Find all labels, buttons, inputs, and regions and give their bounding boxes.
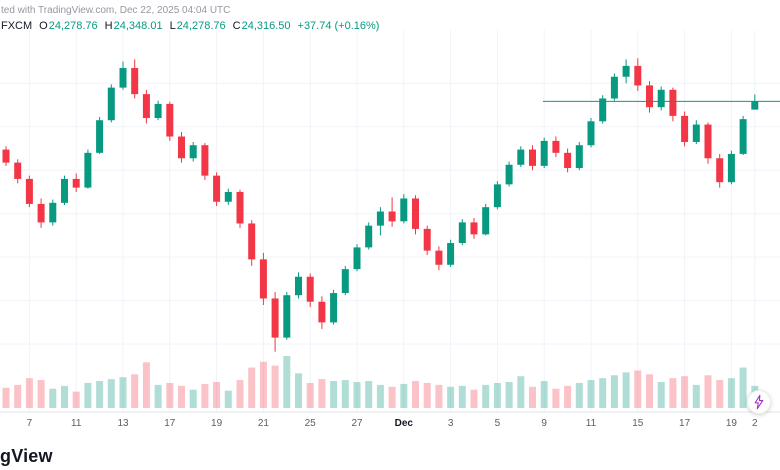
high-value: 24,348.01 [113, 20, 163, 32]
svg-text:13: 13 [117, 418, 129, 429]
ohlc-open: O24,278.76 [39, 20, 98, 32]
price-change: +37.74 (+0.16%) [297, 20, 380, 32]
attribution-text: ted with TradingView.com, Dec 22, 2025 0… [1, 5, 231, 16]
open-value: 24,278.76 [48, 20, 98, 32]
close-label: C [232, 20, 241, 32]
close-value: 24,316.50 [241, 20, 291, 32]
low-value: 24,278.76 [176, 20, 226, 32]
svg-text:11: 11 [71, 418, 82, 429]
ohlc-low: L24,278.76 [170, 20, 226, 32]
svg-text:7: 7 [27, 418, 33, 429]
ohlc-high: H24,348.01 [105, 20, 163, 32]
symbol-legend[interactable]: FXCM O24,278.76 H24,348.01 L24,278.76 C2… [1, 20, 379, 32]
symbol-name: FXCM [1, 20, 33, 32]
low-label: L [169, 20, 176, 32]
ohlc-close: C24,316.50 [233, 20, 291, 32]
svg-text:3: 3 [448, 418, 454, 429]
lightning-bolt-icon [754, 394, 764, 410]
flash-button[interactable] [747, 390, 771, 414]
svg-text:19: 19 [211, 418, 223, 429]
svg-text:5: 5 [495, 418, 501, 429]
svg-text:21: 21 [258, 418, 270, 429]
svg-text:11: 11 [586, 418, 597, 429]
open-label: O [39, 20, 48, 32]
svg-text:15: 15 [632, 418, 644, 429]
svg-text:2: 2 [752, 418, 758, 429]
svg-text:17: 17 [679, 418, 691, 429]
svg-text:Dec: Dec [395, 418, 414, 429]
tradingview-watermark[interactable]: gView [0, 446, 53, 466]
svg-text:27: 27 [351, 418, 363, 429]
high-label: H [104, 20, 113, 32]
svg-text:9: 9 [541, 418, 547, 429]
svg-text:19: 19 [726, 418, 738, 429]
svg-text:25: 25 [305, 418, 317, 429]
svg-text:17: 17 [164, 418, 176, 429]
